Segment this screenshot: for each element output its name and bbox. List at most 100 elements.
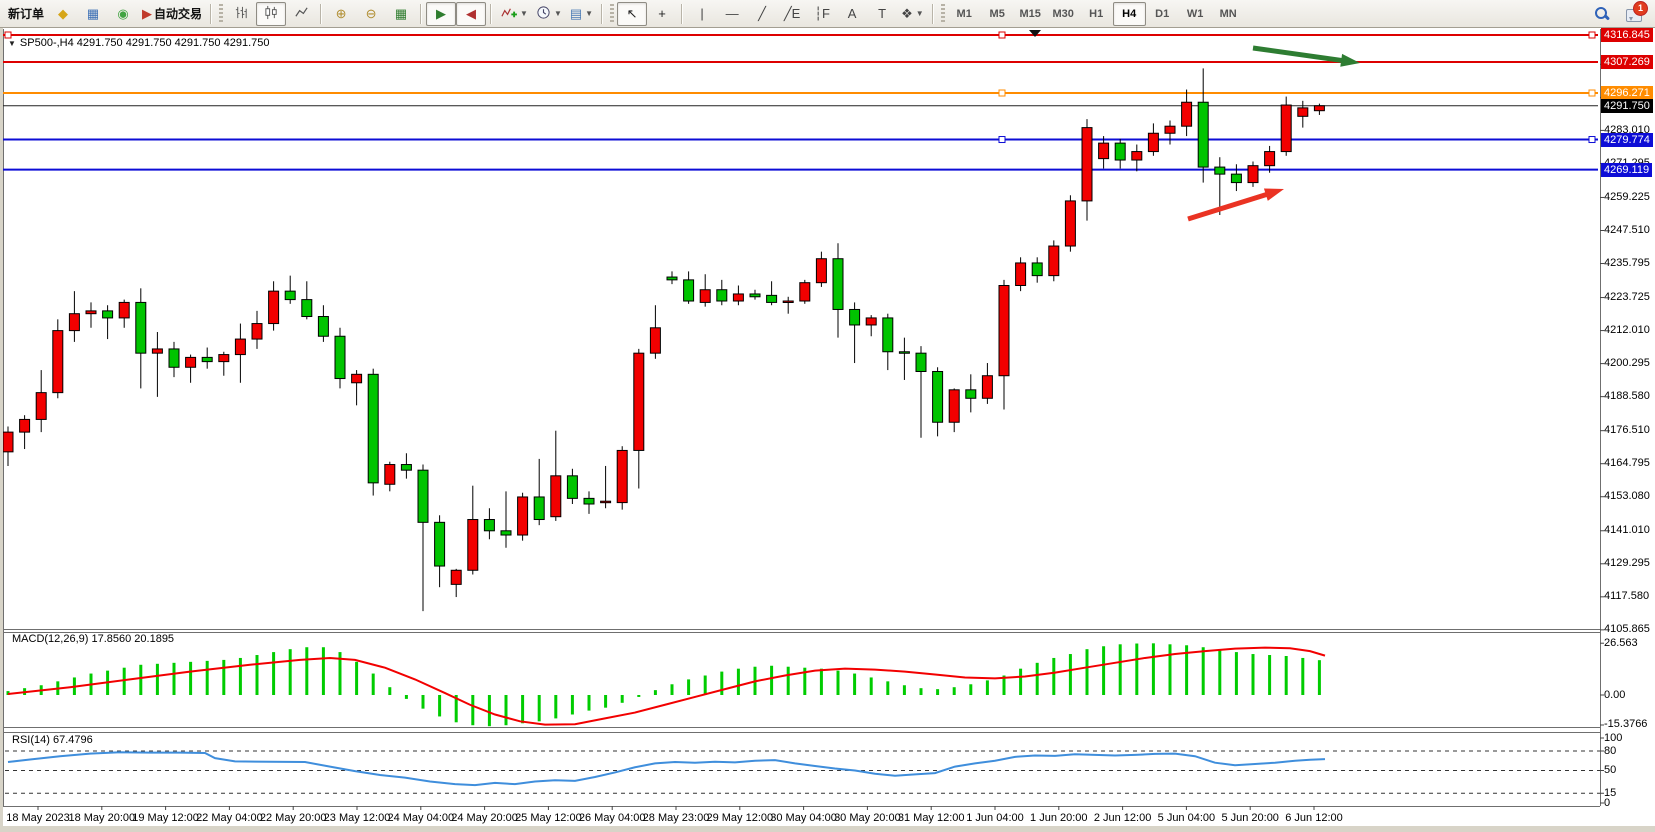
crosshair-button[interactable]: + [647, 2, 677, 26]
rsi-pane-content [5, 750, 1600, 794]
toolbar-right-cluster: 1 [1587, 0, 1651, 26]
charts-window-icon-button[interactable]: ▦ [78, 2, 108, 26]
candlestick-chart-button[interactable] [256, 1, 287, 26]
line-handle[interactable] [998, 31, 1006, 39]
zoom-in-button[interactable]: ⊕ [326, 2, 356, 26]
timeframe-mn-button[interactable]: MN [1219, 7, 1237, 20]
toolbar-group-trade: 新订单 ◆ ▦ ◉ ▶ 自动交易 [4, 2, 206, 26]
line-handle[interactable] [998, 136, 1006, 144]
text-button[interactable]: A [837, 2, 867, 26]
auto-trading-button[interactable]: ▶ 自动交易 [142, 6, 203, 21]
timeframe-h4-button[interactable]: H4 [1112, 1, 1146, 26]
toolbar-group-insert: ▼ ▼ ▤ ▼ [496, 2, 597, 26]
tile-windows-button[interactable]: ▦ [386, 2, 416, 26]
toolbar-separator [601, 3, 604, 24]
vertical-line-button[interactable]: | [687, 2, 717, 26]
red-arrow-object[interactable] [1187, 188, 1284, 222]
toolbar-separator [490, 3, 493, 24]
notification-badge: 1 [1633, 0, 1648, 16]
bar-chart-button-icon [234, 5, 249, 22]
cursor-button-icon: ↖ [626, 6, 638, 21]
periods-button[interactable]: ▼ [532, 2, 566, 26]
horizontal-line-object[interactable] [3, 31, 1598, 39]
line-handle[interactable] [1588, 31, 1596, 39]
arrows-button-icon: ❖ [901, 6, 913, 21]
auto-scroll-button-icon: ▶ [436, 6, 447, 21]
chevron-down-icon: ▼ [520, 9, 528, 18]
timeframe-m15-button[interactable]: M15 [1019, 7, 1041, 20]
horizontal-line-object[interactable] [3, 136, 1598, 144]
signals-icon-button-icon: ◉ [117, 6, 129, 21]
timeframe-w1-button[interactable]: W1 [1186, 7, 1204, 20]
templates-button[interactable]: ▤ ▼ [566, 2, 597, 26]
toolbar-grip[interactable] [219, 3, 224, 24]
candlestick-series [2, 68, 1325, 612]
toolbar-separator [210, 3, 213, 24]
zoom-in-button-icon: ⊕ [335, 6, 347, 21]
line-handle[interactable] [998, 89, 1006, 97]
chevron-down-icon: ▼ [553, 9, 562, 18]
toolbar-group-zoom: ⊕ ⊖ ▦ [326, 2, 416, 26]
notifications-button[interactable]: 1 [1623, 0, 1648, 25]
timeframe-h1-button[interactable]: H1 [1089, 7, 1104, 20]
toolbar-group-cursor: ↖ + [617, 1, 677, 26]
line-chart-button-icon [294, 5, 309, 22]
arrows-button[interactable]: ❖ ▼ [897, 2, 928, 26]
toolbar-grip[interactable] [940, 3, 945, 24]
toolbar-separator [420, 3, 423, 24]
line-handle[interactable] [1588, 136, 1596, 144]
new-order-button[interactable]: 新订单 [8, 7, 45, 21]
green-arrow-object[interactable] [1252, 45, 1360, 67]
line-handle[interactable] [4, 31, 12, 39]
status-strip [0, 826, 1655, 832]
toolbar-separator [681, 3, 684, 24]
pane-borders [3, 29, 1601, 807]
timeframe-d1-button[interactable]: D1 [1155, 7, 1170, 20]
auto-scroll-button[interactable]: ▶ [426, 1, 457, 26]
macd-histogram [6, 643, 1326, 727]
toolbar-group-chart-type [226, 1, 316, 26]
search-icon [1593, 5, 1611, 23]
tile-windows-button-icon: ▦ [394, 6, 408, 21]
chevron-down-icon: ▼ [915, 9, 924, 18]
horizontal-line-button[interactable]: — [717, 2, 747, 26]
signals-icon-button[interactable]: ◉ [108, 2, 138, 26]
fibonacci-button-icon: ┆F [814, 6, 830, 21]
text-label-button-icon: T [878, 6, 887, 21]
equidistant-channel-button-icon: ╱E [783, 6, 801, 21]
toolbar-separator [320, 3, 323, 24]
templates-button-icon: ▤ [569, 6, 583, 21]
candlestick-chart-button-icon [264, 5, 279, 22]
toolbar-group-timeframes: M1 M5 M15 M30 H1 H4 D1 W1 MN [948, 1, 1245, 26]
charts-window-icon-button-icon: ▦ [86, 6, 100, 21]
periods-button-icon [536, 5, 551, 22]
indicators-button-icon [500, 5, 517, 22]
top-marker-triangle [1029, 30, 1041, 37]
profile-icon-button-icon: ◆ [58, 6, 69, 21]
zoom-out-button-icon: ⊖ [365, 6, 377, 21]
line-handle[interactable] [1588, 89, 1596, 97]
zoom-out-button[interactable]: ⊖ [356, 2, 386, 26]
fibonacci-button[interactable]: ┆F [807, 2, 837, 26]
toolbar-grip[interactable] [610, 3, 615, 24]
search-button[interactable] [1587, 2, 1617, 26]
cursor-button[interactable]: ↖ [617, 1, 648, 26]
indicators-button[interactable]: ▼ [496, 2, 532, 26]
horizontal-line-object[interactable] [3, 89, 1598, 97]
timeframe-m30-button[interactable]: M30 [1052, 7, 1074, 20]
line-chart-button[interactable] [286, 2, 316, 26]
window-left-edge [0, 28, 3, 832]
text-label-button[interactable]: T [867, 2, 897, 26]
timeframe-m5-button[interactable]: M5 [989, 7, 1005, 20]
vertical-line-button-icon: | [700, 6, 704, 21]
timeframe-m1-button[interactable]: M1 [956, 7, 972, 20]
profile-icon-button[interactable]: ◆ [48, 2, 78, 26]
bar-chart-button[interactable] [226, 2, 256, 26]
chart-shift-button[interactable]: ◀ [456, 1, 487, 26]
equidistant-channel-button[interactable]: ╱E [777, 2, 807, 26]
toolbar: 新订单 ◆ ▦ ◉ ▶ 自动交易 ⊕ ⊖ ▦ ▶ ◀ ▼ ▼ ▤ ▼ ↖ + | — ╱ ╱E ┆F A T ❖ ▼ M1 M5 M15… [0, 0, 1655, 28]
trendline-button[interactable]: ╱ [747, 2, 777, 26]
chart-shift-button-icon: ◀ [466, 6, 477, 21]
